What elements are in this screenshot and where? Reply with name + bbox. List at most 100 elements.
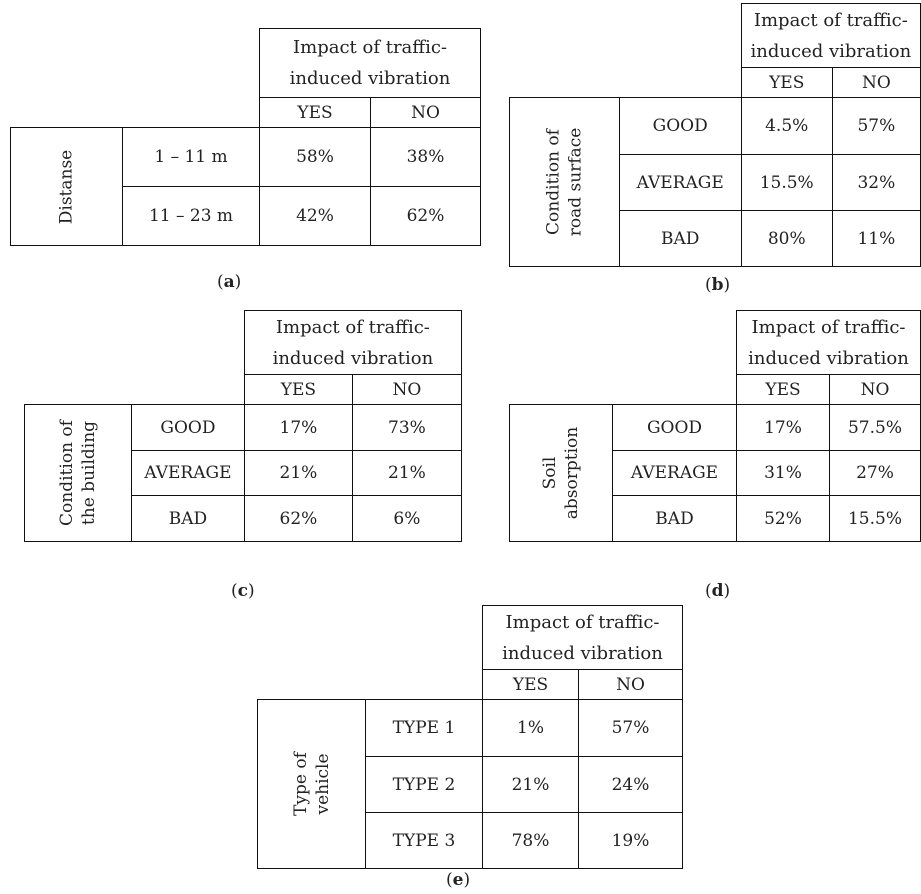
yes-value: 1% [482, 699, 579, 757]
impact-header: Impact of traffic- induced vibration [482, 605, 683, 670]
caption-b: (b) [705, 275, 731, 295]
impact-header-line1: Impact of traffic- [753, 9, 908, 31]
row-group-label: Soil absorption [509, 404, 613, 542]
table-b-panel: Impact of traffic- induced vibration YES… [509, 3, 921, 267]
no-column-header: NO [370, 97, 481, 128]
row-label: TYPE 1 [365, 699, 483, 757]
yes-value: 21% [482, 756, 579, 813]
row-label: GOOD [612, 404, 737, 451]
impact-header-line1: Impact of traffic- [275, 316, 430, 338]
no-value: 38% [370, 127, 481, 187]
row-label: 1 – 11 m [122, 127, 260, 187]
caption-e: (e) [446, 870, 471, 890]
table-c-panel: Impact of traffic- induced vibration YES… [24, 310, 462, 542]
row-label: AVERAGE [618, 154, 742, 211]
table-d: Impact of traffic- induced vibration YES… [509, 310, 921, 542]
row-label: BAD [618, 210, 742, 267]
no-column-header: NO [831, 67, 921, 98]
yes-value: 58% [259, 127, 371, 187]
row-group-label-line1: Condition of [56, 420, 77, 526]
yes-value: 78% [482, 812, 579, 869]
table-d-panel: Impact of traffic- induced vibration YES… [509, 310, 921, 542]
row-label: GOOD [618, 97, 742, 155]
row-label: AVERAGE [130, 450, 245, 496]
caption-letter: c [237, 581, 248, 601]
yes-column-header: YES [243, 374, 353, 405]
impact-header-line2: induced vibration [272, 347, 434, 369]
impact-header: Impact of traffic- induced vibration [740, 3, 921, 68]
impact-header-line1: Impact of traffic- [293, 37, 447, 58]
yes-value: 17% [243, 404, 353, 451]
caption-letter: d [711, 581, 724, 601]
row-group-label-line2: road surface [565, 127, 586, 237]
no-value: 21% [351, 450, 462, 496]
impact-header: Impact of traffic- induced vibration [243, 310, 462, 375]
row-group-label: Type of vehicle [257, 699, 366, 869]
impact-header: Impact of traffic- induced vibration [736, 310, 921, 375]
yes-column-header: YES [259, 97, 371, 128]
yes-value: 80% [740, 210, 833, 267]
row-label: BAD [130, 495, 245, 542]
impact-header-line2: induced vibration [748, 347, 909, 369]
yes-column-header: YES [736, 374, 830, 405]
no-value: 24% [578, 756, 683, 813]
no-value: 62% [370, 186, 481, 246]
no-value: 73% [351, 404, 462, 451]
no-value: 19% [578, 812, 683, 869]
yes-value: 42% [259, 186, 371, 246]
table-a: Impact of traffic- induced vibration YES… [10, 28, 481, 246]
impact-header-line1: Impact of traffic- [505, 611, 660, 633]
row-label: BAD [612, 495, 737, 542]
row-label: TYPE 3 [365, 812, 483, 869]
no-column-header: NO [351, 374, 462, 405]
row-group-label-line1: Soil [540, 456, 560, 490]
caption-letter: e [452, 870, 464, 890]
yes-value: 4.5% [740, 97, 833, 155]
impact-header-line1: Impact of traffic- [751, 316, 906, 338]
row-group-label: Distanse [10, 127, 123, 246]
row-group-label-line2: absorption [562, 426, 582, 520]
row-group-label-line2: vehicle [312, 753, 333, 815]
table-c: Impact of traffic- induced vibration YES… [24, 310, 462, 542]
yes-value: 21% [243, 450, 353, 496]
row-label: 11 – 23 m [122, 186, 260, 246]
row-group-label-line2: the building [78, 420, 99, 526]
caption-letter: a [223, 272, 235, 292]
impact-header-line2: induced vibration [502, 642, 663, 664]
no-value: 57% [578, 699, 683, 757]
caption-c: (c) [231, 581, 255, 601]
table-e-panel: Impact of traffic- induced vibration YES… [257, 605, 683, 869]
row-label: AVERAGE [612, 450, 737, 496]
row-label: GOOD [130, 404, 245, 451]
yes-value: 17% [736, 404, 830, 451]
no-column-header: NO [829, 374, 921, 405]
row-label: TYPE 2 [365, 756, 483, 813]
no-value: 32% [831, 154, 921, 211]
no-value: 57% [831, 97, 921, 155]
row-group-label: Condition of the building [24, 404, 132, 542]
no-value: 6% [351, 495, 462, 542]
yes-value: 31% [736, 450, 830, 496]
no-value: 27% [829, 450, 921, 496]
yes-value: 52% [736, 495, 830, 542]
caption-letter: b [711, 275, 724, 295]
row-group-label: Condition of road surface [509, 97, 620, 267]
row-group-label-line1: Type of [290, 752, 311, 816]
yes-value: 62% [243, 495, 353, 542]
no-column-header: NO [578, 669, 683, 700]
no-value: 57.5% [829, 404, 921, 451]
impact-header: Impact of traffic- induced vibration [259, 28, 481, 98]
row-group-label-line1: Distanse [56, 149, 77, 224]
yes-column-header: YES [740, 67, 833, 98]
yes-value: 15.5% [740, 154, 833, 211]
table-e: Impact of traffic- induced vibration YES… [257, 605, 683, 869]
no-value: 11% [831, 210, 921, 267]
yes-column-header: YES [482, 669, 579, 700]
table-b: Impact of traffic- induced vibration YES… [509, 3, 921, 267]
no-value: 15.5% [829, 495, 921, 542]
caption-a: (a) [217, 272, 242, 292]
impact-header-line2: induced vibration [750, 40, 912, 62]
impact-header-line2: induced vibration [289, 68, 451, 89]
table-a-panel: Impact of traffic- induced vibration YES… [10, 28, 481, 246]
caption-d: (d) [705, 581, 731, 601]
